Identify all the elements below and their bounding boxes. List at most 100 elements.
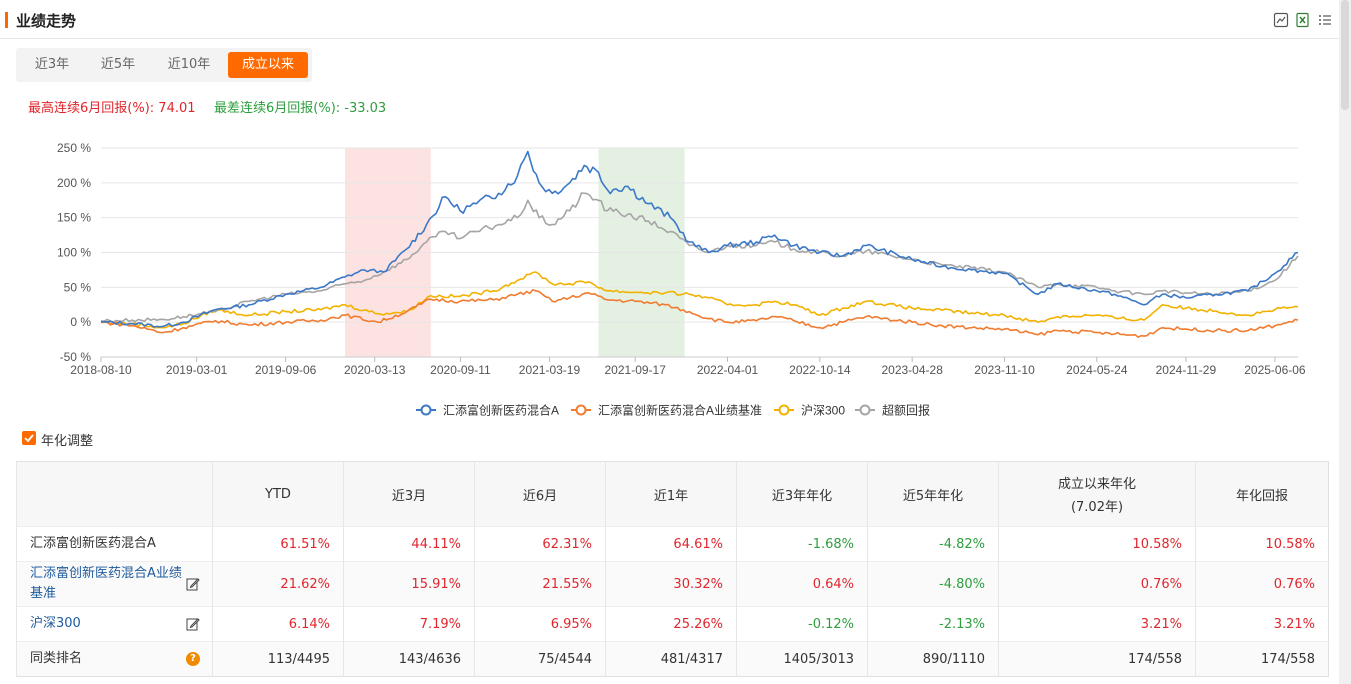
best-6m-return: 最高连续6月回报(%): 74.01 <box>28 97 196 116</box>
row-name-cell: 同类排名? <box>16 641 213 677</box>
row-name[interactable]: 沪深300 <box>30 616 81 631</box>
table-cell: -0.12% <box>736 606 868 642</box>
table-row: 同类排名? 113/4495 143/4636 75/4544 481/4317 1405… <box>16 641 1329 677</box>
row-name: 汇添富创新医药混合A <box>30 536 156 551</box>
best-6m-label: 最高连续6月回报(%): <box>28 101 155 116</box>
table-cell: 25.26% <box>605 606 737 642</box>
series-line-1 <box>101 289 1299 338</box>
header-6m: 近6月 <box>474 461 606 527</box>
x-tick-label: 2022-04-01 <box>697 363 759 377</box>
tab-10y[interactable]: 近10年 <box>167 57 211 72</box>
legend-marker <box>420 404 432 416</box>
title-accent-bar <box>5 12 8 28</box>
table-row: 沪深300 6.14% 7.19% 6.95% 25.26% -0.12% -2.13% 3.… <box>16 606 1329 642</box>
table-cell: 62.31% <box>474 526 606 562</box>
y-tick-label: 100 % <box>57 246 91 260</box>
table-cell: -1.68% <box>736 526 868 562</box>
list-menu-icon[interactable] <box>1317 12 1333 28</box>
x-tick-label: 2019-03-01 <box>166 363 228 377</box>
table-cell: 174/558 <box>998 641 1196 677</box>
panel-header: 业绩走势 <box>0 0 1339 39</box>
y-tick-label: 50 % <box>64 280 92 294</box>
header-3y-annual: 近3年年化 <box>736 461 868 527</box>
worst-6m-label: 最差连续6月回报(%): <box>214 101 341 116</box>
row-name-cell: 汇添富创新医药混合A <box>16 526 213 562</box>
table-cell: 64.61% <box>605 526 737 562</box>
table-cell: 174/558 <box>1195 641 1329 677</box>
y-tick-label: -50 % <box>60 350 92 364</box>
table-cell: 30.32% <box>605 561 737 607</box>
help-icon[interactable]: ? <box>186 652 200 666</box>
page-title: 业绩走势 <box>16 12 77 30</box>
header-1y: 近1年 <box>605 461 737 527</box>
edit-icon[interactable] <box>186 577 200 591</box>
best-6m-value: 74.01 <box>158 101 196 116</box>
x-tick-label: 2018-08-10 <box>70 363 132 377</box>
vertical-scrollbar[interactable] <box>1339 0 1351 684</box>
tab-since-inception[interactable]: 成立以来 <box>228 52 308 78</box>
x-tick-label: 2024-05-24 <box>1066 363 1128 377</box>
table-cell: 0.76% <box>1195 561 1329 607</box>
chart-export-icon[interactable] <box>1273 12 1289 28</box>
y-tick-label: 0 % <box>70 315 91 329</box>
table-cell: 0.64% <box>736 561 868 607</box>
edit-icon[interactable] <box>186 617 200 631</box>
header-since-inception: 成立以来年化 (7.02年) <box>998 461 1196 527</box>
excel-export-icon[interactable] <box>1295 12 1311 28</box>
table-cell: 3.21% <box>1195 606 1329 642</box>
header-3m: 近3月 <box>343 461 475 527</box>
legend-marker <box>859 404 871 416</box>
header-ytd: YTD <box>212 461 344 527</box>
header-name <box>16 461 213 527</box>
legend-label: 超额回报 <box>882 403 930 418</box>
row-name: 同类排名 <box>30 651 83 666</box>
x-tick-label: 2023-04-28 <box>881 363 943 377</box>
x-tick-label: 2021-03-19 <box>519 363 581 377</box>
performance-table: YTD 近3月 近6月 近1年 近3年年化 近5年年化 成立以来年化 (7.02… <box>16 461 1329 677</box>
table-cell: 481/4317 <box>605 641 737 677</box>
x-tick-label: 2021-09-17 <box>605 363 667 377</box>
x-tick-label: 2024-11-29 <box>1156 363 1217 377</box>
header-annual-return: 年化回报 <box>1195 461 1329 527</box>
table-header-row: YTD 近3月 近6月 近1年 近3年年化 近5年年化 成立以来年化 (7.02… <box>16 461 1329 527</box>
annualize-label: 年化调整 <box>41 434 94 449</box>
tab-3y[interactable]: 近3年 <box>34 57 70 72</box>
row-name-cell: 汇添富创新医药混合A业绩基准 <box>16 561 213 607</box>
y-tick-label: 150 % <box>57 211 91 225</box>
x-tick-label: 2020-09-11 <box>430 363 491 377</box>
checkmark-icon <box>24 434 34 443</box>
table-cell: 75/4544 <box>474 641 606 677</box>
table-cell: 44.11% <box>343 526 475 562</box>
row-name-cell: 沪深300 <box>16 606 213 642</box>
table-row: 汇添富创新医药混合A业绩基准 21.62% 15.91% 21.55% 30.32% 0.… <box>16 561 1329 607</box>
period-tabs: 近3年 近5年 近10年 成立以来 <box>16 48 312 82</box>
legend-marker <box>778 404 790 416</box>
y-tick-label: 250 % <box>57 141 91 155</box>
x-tick-label: 2023-11-10 <box>974 363 1035 377</box>
legend-marker <box>575 404 587 416</box>
table-cell: 143/4636 <box>343 641 475 677</box>
series-line-3 <box>100 192 1299 323</box>
annualize-checkbox[interactable] <box>22 431 36 445</box>
header-5y-annual: 近5年年化 <box>867 461 999 527</box>
series-line-0 <box>100 150 1299 328</box>
table-row: 汇添富创新医药混合A 61.51% 44.11% 62.31% 64.61% -1.68%… <box>16 526 1329 562</box>
table-cell: 61.51% <box>212 526 344 562</box>
worst-6m-return: 最差连续6月回报(%): -33.03 <box>214 97 386 116</box>
table-cell: 890/1110 <box>867 641 999 677</box>
table-cell: -4.82% <box>867 526 999 562</box>
x-tick-label: 2020-03-13 <box>344 363 406 377</box>
table-cell: 6.95% <box>474 606 606 642</box>
table-cell: 7.19% <box>343 606 475 642</box>
header-since-inception-sub: (7.02年) <box>1070 500 1124 515</box>
legend-label: 沪深300 <box>801 404 845 418</box>
x-tick-label: 2019-09-06 <box>255 363 317 377</box>
scrollbar-thumb[interactable] <box>1341 0 1349 110</box>
tab-5y[interactable]: 近5年 <box>100 57 136 72</box>
table-cell: 15.91% <box>343 561 475 607</box>
worst-6m-value: -33.03 <box>344 101 387 116</box>
header-since-inception-label: 成立以来年化 <box>1057 477 1136 492</box>
performance-line-chart: 250 % 200 % 150 % 100 % 50 % 0 % -50 %2018-08-… <box>57 141 1306 418</box>
row-name[interactable]: 汇添富创新医药混合A业绩基准 <box>30 566 182 601</box>
